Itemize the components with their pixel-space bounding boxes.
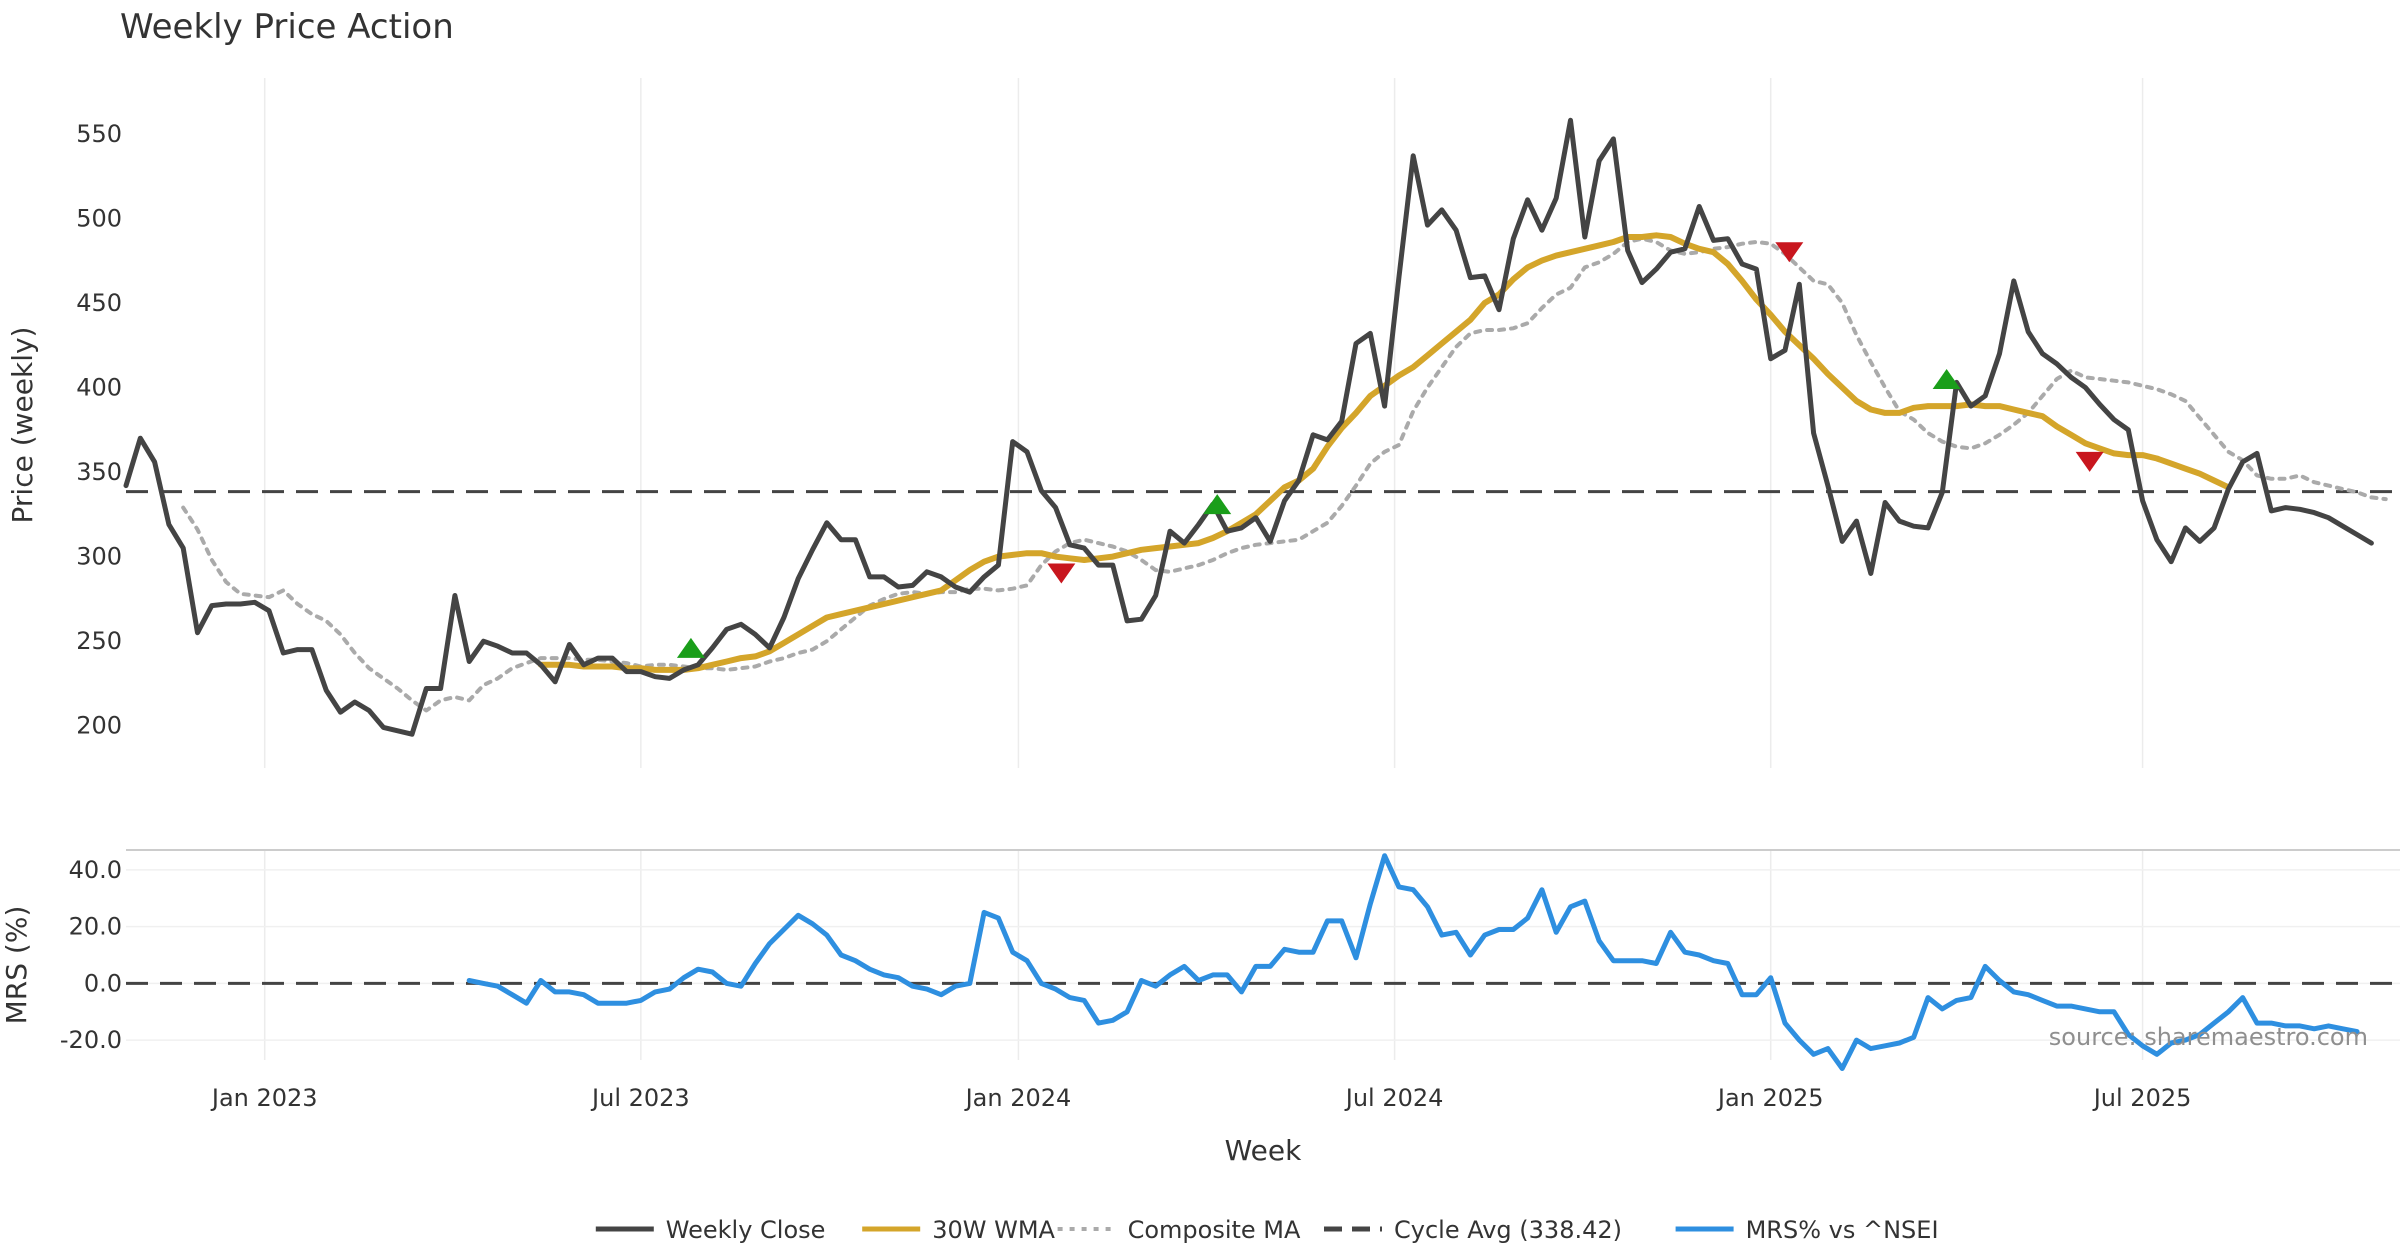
price-y-tick-label: 500 (76, 204, 122, 232)
source-annotation: source: sharemaestro.com (2049, 1023, 2368, 1051)
series-mrs-vs-nsei (466, 853, 2360, 1071)
sell-signal-marker (2075, 451, 2104, 472)
x-tick-label: Jul 2025 (2092, 1084, 2192, 1112)
legend-label-weekly-close: Weekly Close (666, 1216, 826, 1244)
price-y-tick-label: 550 (76, 120, 122, 148)
buy-signal-marker (1203, 494, 1232, 515)
mrs-y-tick-label: -20.0 (60, 1026, 122, 1054)
mrs-y-tick-label: 0.0 (84, 969, 122, 997)
legend-label-30w-wma: 30W WMA (932, 1216, 1055, 1244)
price-panel (123, 117, 2400, 737)
price-y-tick-label: 350 (76, 458, 122, 486)
mrs-panel (126, 853, 2400, 1071)
chart-title: Weekly Price Action (120, 7, 454, 47)
price-y-tick-label: 400 (76, 373, 122, 401)
x-tick-label: Jan 2024 (964, 1084, 1072, 1112)
series-weekly-close (123, 117, 2374, 737)
x-tick-label: Jan 2023 (210, 1084, 318, 1112)
mrs-y-tick-label: 20.0 (69, 913, 122, 941)
x-axis-label: Week (1225, 1134, 1302, 1167)
legend-label-mrs-vs-nsei: MRS% vs ^NSEI (1746, 1216, 1939, 1244)
mrs-y-tick-label: 40.0 (69, 856, 122, 884)
buy-signal-marker (1932, 369, 1961, 390)
price-y-tick-label: 250 (76, 627, 122, 655)
x-tick-label: Jul 2024 (1344, 1084, 1444, 1112)
series-composite-ma (181, 236, 2388, 713)
price-y-axis-label: Price (weekly) (6, 327, 39, 524)
price-y-tick-label: 200 (76, 712, 122, 740)
buy-signal-marker (676, 637, 705, 658)
mrs-y-axis-label: MRS (%) (0, 906, 33, 1025)
legend-label-cycle-avg-338-42: Cycle Avg (338.42) (1394, 1216, 1622, 1244)
x-tick-label: Jul 2023 (590, 1084, 690, 1112)
sell-signal-marker (1047, 563, 1076, 584)
sell-signal-marker (1775, 242, 1804, 263)
axis-layer: Jan 2023 Jul 2023 Jan 2024 Jul 2024 Jan 2025… (60, 120, 2192, 1112)
legend-label-composite-ma: Composite MA (1128, 1216, 1301, 1244)
grid-layer (126, 78, 2400, 1060)
price-y-tick-label: 450 (76, 289, 122, 317)
x-tick-label: Jan 2025 (1716, 1084, 1824, 1112)
price-y-tick-label: 300 (76, 543, 122, 571)
legend: Weekly Close 30W WMA Composite MA Cycle Avg… (595, 1216, 1939, 1244)
